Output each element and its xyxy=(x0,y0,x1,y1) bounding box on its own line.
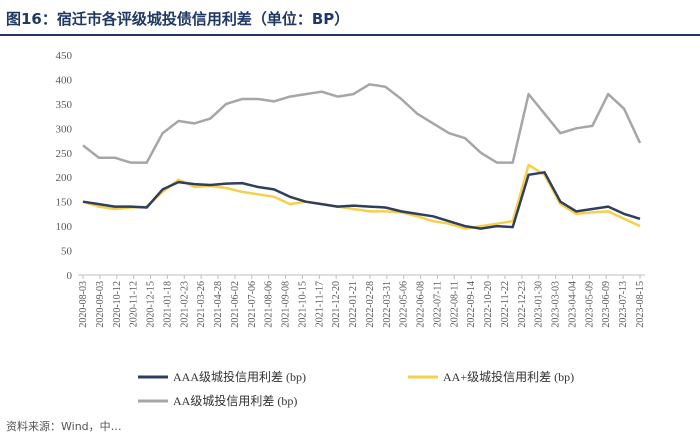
x-tick-label: 2021-09-08 xyxy=(281,281,292,328)
x-tick-label: 2021-12-20 xyxy=(331,281,342,328)
x-tick-label: 2020-10-12 xyxy=(112,281,123,328)
x-axis: 2020-08-03 2020-09-03 2020-10-12 2020-11-12… xyxy=(78,274,646,328)
y-tick-label: 250 xyxy=(56,148,73,160)
x-tick-label: 2023-07-13 xyxy=(618,281,629,328)
x-tick-label: 2023-05-09 xyxy=(584,281,595,328)
x-tick-label: 2022-02-28 xyxy=(365,281,376,328)
x-tick-label: 2020-12-15 xyxy=(146,281,157,328)
legend: AAA级城投信用利差 (bp) AA+级城投信用利差 (bp) AA级城投信用利差 … xyxy=(138,369,574,408)
title-bar: 图16：宿迁市各评级城投债信用利差（单位：BP） xyxy=(0,0,700,36)
title-rule xyxy=(0,34,700,36)
series-aa-line xyxy=(82,83,642,164)
x-tick-label: 2023-08-15 xyxy=(635,281,646,328)
y-tick-label: 0 xyxy=(67,270,73,282)
x-tick-label: 2022-09-14 xyxy=(466,281,477,328)
series-layer xyxy=(82,83,642,230)
x-tick-label: 2022-01-21 xyxy=(348,281,359,328)
x-tick-label: 2022-06-08 xyxy=(416,281,427,328)
x-tick-label: 2022-07-11 xyxy=(432,281,443,327)
y-tick-label: 300 xyxy=(56,123,73,135)
x-tick-label: 2021-06-02 xyxy=(230,281,241,328)
legend-label: AAA级城投信用利差 (bp) xyxy=(173,369,306,384)
x-tick-label: 2023-06-09 xyxy=(601,281,612,328)
x-tick-label: 2021-11-17 xyxy=(314,281,325,327)
x-tick-label: 2020-11-12 xyxy=(129,281,140,327)
y-tick-label: 50 xyxy=(61,246,73,258)
legend-label: AA+级城投信用利差 (bp) xyxy=(443,369,574,384)
x-tick-label: 2021-04-28 xyxy=(213,281,224,328)
legend-label: AA级城投信用利差 (bp) xyxy=(173,393,297,408)
x-tick-label: 2020-08-03 xyxy=(78,281,89,328)
y-tick-label: 150 xyxy=(56,197,73,209)
x-tick-label: 2023-01-30 xyxy=(534,281,545,328)
x-tick-label: 2021-03-26 xyxy=(196,281,207,328)
x-tick-label: 2023-04-04 xyxy=(567,281,578,328)
y-tick-label: 200 xyxy=(56,172,73,184)
source-note: 资料来源：Wind，中… xyxy=(6,420,122,433)
x-tick-label: 2021-02-23 xyxy=(179,281,190,328)
y-tick-label: 350 xyxy=(56,99,73,111)
chart-title: 图16：宿迁市各评级城投债信用利差（单位：BP） xyxy=(6,10,350,28)
x-tick-label: 2022-03-31 xyxy=(382,281,393,328)
y-tick-label: 100 xyxy=(56,221,73,233)
x-tick-label: 2022-10-20 xyxy=(483,281,494,328)
series-aaa-line xyxy=(82,171,641,230)
x-tick-label: 2022-11-22 xyxy=(500,281,511,327)
x-tick-label: 2021-01-18 xyxy=(162,281,173,328)
y-tick-label: 400 xyxy=(56,74,73,86)
y-axis: 0 50 100 150 200 250 300 350 400 450 xyxy=(56,50,73,282)
x-tick-label: 2023-03-03 xyxy=(551,281,562,328)
x-tick-label: 2022-08-11 xyxy=(449,281,460,327)
x-tick-label: 2021-10-15 xyxy=(297,281,308,328)
y-tick-label: 450 xyxy=(56,50,73,62)
x-tick-label: 2022-12-23 xyxy=(517,281,528,328)
x-tick-label: 2021-08-06 xyxy=(264,281,275,328)
x-tick-label: 2020-09-03 xyxy=(95,281,106,328)
x-tick-label: 2022-05-06 xyxy=(399,281,410,328)
x-tick-label: 2021-07-06 xyxy=(247,281,258,328)
